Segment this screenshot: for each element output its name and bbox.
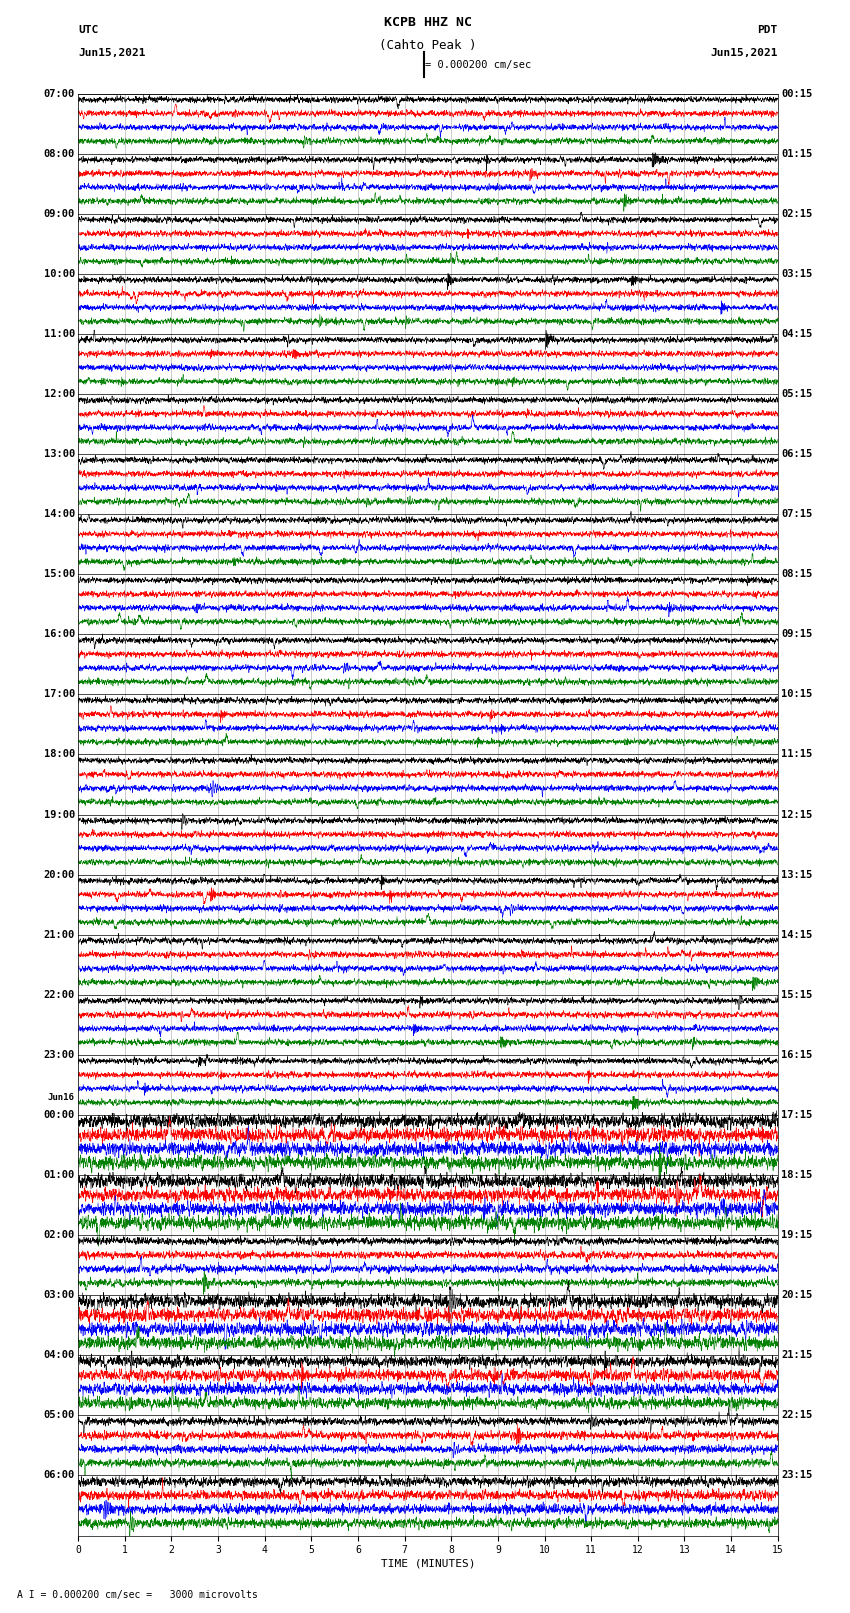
Text: 05:15: 05:15 — [781, 389, 813, 398]
Text: 05:00: 05:00 — [43, 1410, 75, 1421]
Text: 17:15: 17:15 — [781, 1110, 813, 1119]
Text: 19:15: 19:15 — [781, 1231, 813, 1240]
Text: 23:00: 23:00 — [43, 1050, 75, 1060]
Text: 17:00: 17:00 — [43, 689, 75, 700]
Text: 10:00: 10:00 — [43, 269, 75, 279]
Text: 19:00: 19:00 — [43, 810, 75, 819]
Text: 16:15: 16:15 — [781, 1050, 813, 1060]
Text: 00:15: 00:15 — [781, 89, 813, 98]
Text: Jun15,2021: Jun15,2021 — [711, 48, 778, 58]
Text: 04:00: 04:00 — [43, 1350, 75, 1360]
Text: Jun16: Jun16 — [48, 1094, 75, 1102]
Text: A I = 0.000200 cm/sec =   3000 microvolts: A I = 0.000200 cm/sec = 3000 microvolts — [17, 1590, 258, 1600]
Text: 11:15: 11:15 — [781, 750, 813, 760]
Text: 23:15: 23:15 — [781, 1471, 813, 1481]
Text: 20:00: 20:00 — [43, 869, 75, 879]
Text: 20:15: 20:15 — [781, 1290, 813, 1300]
Text: 12:15: 12:15 — [781, 810, 813, 819]
Text: 10:15: 10:15 — [781, 689, 813, 700]
Text: 06:00: 06:00 — [43, 1471, 75, 1481]
Text: 08:00: 08:00 — [43, 148, 75, 158]
Text: 16:00: 16:00 — [43, 629, 75, 639]
Text: UTC: UTC — [78, 26, 99, 35]
Text: 12:00: 12:00 — [43, 389, 75, 398]
Text: 08:15: 08:15 — [781, 569, 813, 579]
Text: 11:00: 11:00 — [43, 329, 75, 339]
Text: 02:00: 02:00 — [43, 1231, 75, 1240]
Text: 21:00: 21:00 — [43, 929, 75, 940]
Text: 02:15: 02:15 — [781, 208, 813, 219]
Text: 18:15: 18:15 — [781, 1169, 813, 1181]
Text: 09:00: 09:00 — [43, 208, 75, 219]
Text: 00:00: 00:00 — [43, 1110, 75, 1119]
Text: 09:15: 09:15 — [781, 629, 813, 639]
Text: = 0.000200 cm/sec: = 0.000200 cm/sec — [426, 60, 532, 69]
Text: 22:15: 22:15 — [781, 1410, 813, 1421]
Text: 18:00: 18:00 — [43, 750, 75, 760]
Text: 13:15: 13:15 — [781, 869, 813, 879]
Text: 07:00: 07:00 — [43, 89, 75, 98]
Text: PDT: PDT — [757, 26, 778, 35]
Text: 01:00: 01:00 — [43, 1169, 75, 1181]
Text: 01:15: 01:15 — [781, 148, 813, 158]
Text: 03:00: 03:00 — [43, 1290, 75, 1300]
Text: Jun15,2021: Jun15,2021 — [78, 48, 145, 58]
Text: 06:15: 06:15 — [781, 448, 813, 460]
Text: 07:15: 07:15 — [781, 510, 813, 519]
Text: KCPB HHZ NC: KCPB HHZ NC — [384, 16, 472, 29]
Text: 15:15: 15:15 — [781, 990, 813, 1000]
Text: 22:00: 22:00 — [43, 990, 75, 1000]
X-axis label: TIME (MINUTES): TIME (MINUTES) — [381, 1558, 475, 1568]
Text: 13:00: 13:00 — [43, 448, 75, 460]
Text: 15:00: 15:00 — [43, 569, 75, 579]
Text: 04:15: 04:15 — [781, 329, 813, 339]
Text: 03:15: 03:15 — [781, 269, 813, 279]
Text: 14:00: 14:00 — [43, 510, 75, 519]
Text: 21:15: 21:15 — [781, 1350, 813, 1360]
Text: (Cahto Peak ): (Cahto Peak ) — [379, 39, 477, 52]
Text: 14:15: 14:15 — [781, 929, 813, 940]
